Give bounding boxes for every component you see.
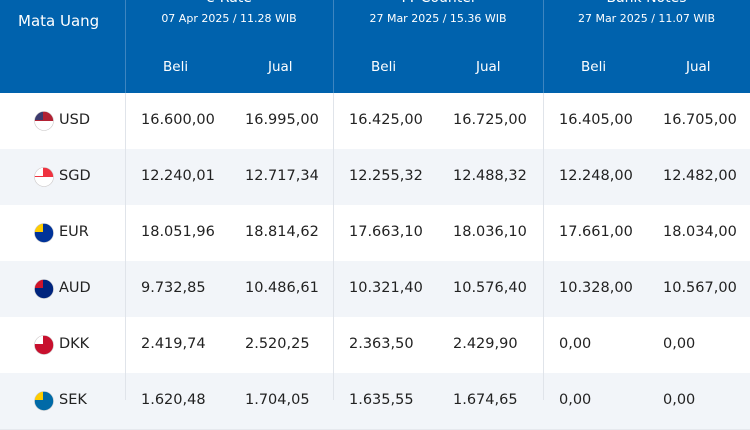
currency-code: DKK <box>59 336 90 352</box>
group-divider <box>333 0 334 93</box>
rate-value: 12.248,00 <box>559 168 633 184</box>
rate-value: 16.705,00 <box>663 112 737 128</box>
rate-value: 2.419,74 <box>141 336 206 352</box>
rate-value: 18.034,00 <box>663 224 737 240</box>
currency-code: SEK <box>59 392 87 408</box>
group-title: Bank Notes <box>543 0 750 6</box>
rate-value: 0,00 <box>559 392 592 408</box>
rate-value: 12.488,32 <box>453 168 527 184</box>
table-row: EUR 18.051,96 18.814,62 17.663,10 18.036,10 1… <box>0 205 750 262</box>
currency-code: USD <box>59 112 90 128</box>
flag-icon <box>34 167 54 187</box>
table-row: USD 16.600,00 16.995,00 16.425,00 16.725,00 1… <box>0 93 750 150</box>
column-divider <box>543 93 544 400</box>
rate-value: 12.717,34 <box>245 168 319 184</box>
rate-value: 18.051,96 <box>141 224 215 240</box>
column-divider <box>333 93 334 400</box>
rate-value: 16.600,00 <box>141 112 215 128</box>
group-divider <box>543 0 544 93</box>
rate-value: 2.520,25 <box>245 336 310 352</box>
rate-value: 0,00 <box>663 336 696 352</box>
currency-code: AUD <box>59 280 91 296</box>
rate-value: 16.425,00 <box>349 112 423 128</box>
rate-value: 9.732,85 <box>141 280 206 296</box>
buy-header: Beli <box>371 59 397 75</box>
rate-value: 1.635,55 <box>349 392 414 408</box>
rate-value: 2.429,90 <box>453 336 518 352</box>
rate-value: 12.255,32 <box>349 168 423 184</box>
rate-value: 1.620,48 <box>141 392 206 408</box>
table-row: AUD 9.732,85 10.486,61 10.321,40 10.576,40 10… <box>0 261 750 318</box>
rate-value: 17.661,00 <box>559 224 633 240</box>
buy-header: Beli <box>163 59 189 75</box>
group-date: 27 Mar 2025 / 15.36 WIB <box>369 12 507 25</box>
rate-value: 12.482,00 <box>663 168 737 184</box>
rate-value: 10.567,00 <box>663 280 737 296</box>
sell-header: Jual <box>268 59 293 75</box>
rate-value: 12.240,01 <box>141 168 215 184</box>
currency-header: Mata Uang <box>18 12 100 30</box>
group-divider <box>125 0 126 93</box>
table-row: SGD 12.240,01 12.717,34 12.255,32 12.488,32 1… <box>0 149 750 206</box>
rate-value: 1.704,05 <box>245 392 310 408</box>
rate-value: 10.576,40 <box>453 280 527 296</box>
rate-value: 18.036,10 <box>453 224 527 240</box>
currency-code: SGD <box>59 168 91 184</box>
group-date: 07 Apr 2025 / 11.28 WIB <box>161 12 297 25</box>
table-row: SEK 1.620,48 1.704,05 1.635,55 1.674,65 0,00 0… <box>0 373 750 430</box>
rate-value: 0,00 <box>663 392 696 408</box>
table-header: Mata Uang e-Rate 07 Apr 2025 / 11.28 WIB Be… <box>0 0 750 93</box>
flag-icon <box>34 111 54 131</box>
column-divider <box>125 93 126 400</box>
rate-value: 1.674,65 <box>453 392 518 408</box>
rate-value: 16.405,00 <box>559 112 633 128</box>
group-title: e-Rate <box>125 0 333 6</box>
rate-value: 10.328,00 <box>559 280 633 296</box>
flag-icon <box>34 223 54 243</box>
rate-value: 17.663,10 <box>349 224 423 240</box>
table-row: DKK 2.419,74 2.520,25 2.363,50 2.429,90 0,00 0… <box>0 317 750 374</box>
flag-icon <box>34 335 54 355</box>
buy-header: Beli <box>581 59 607 75</box>
flag-icon <box>34 279 54 299</box>
sell-header: Jual <box>686 59 711 75</box>
sell-header: Jual <box>476 59 501 75</box>
group-title: TT Counter <box>333 0 543 6</box>
rate-value: 0,00 <box>559 336 592 352</box>
rate-value: 2.363,50 <box>349 336 414 352</box>
flag-icon <box>34 391 54 411</box>
rate-value: 10.486,61 <box>245 280 319 296</box>
rate-value: 16.995,00 <box>245 112 319 128</box>
rate-value: 10.321,40 <box>349 280 423 296</box>
rate-value: 16.725,00 <box>453 112 527 128</box>
group-date: 27 Mar 2025 / 11.07 WIB <box>577 12 716 25</box>
rate-value: 18.814,62 <box>245 224 319 240</box>
currency-code: EUR <box>59 224 89 240</box>
